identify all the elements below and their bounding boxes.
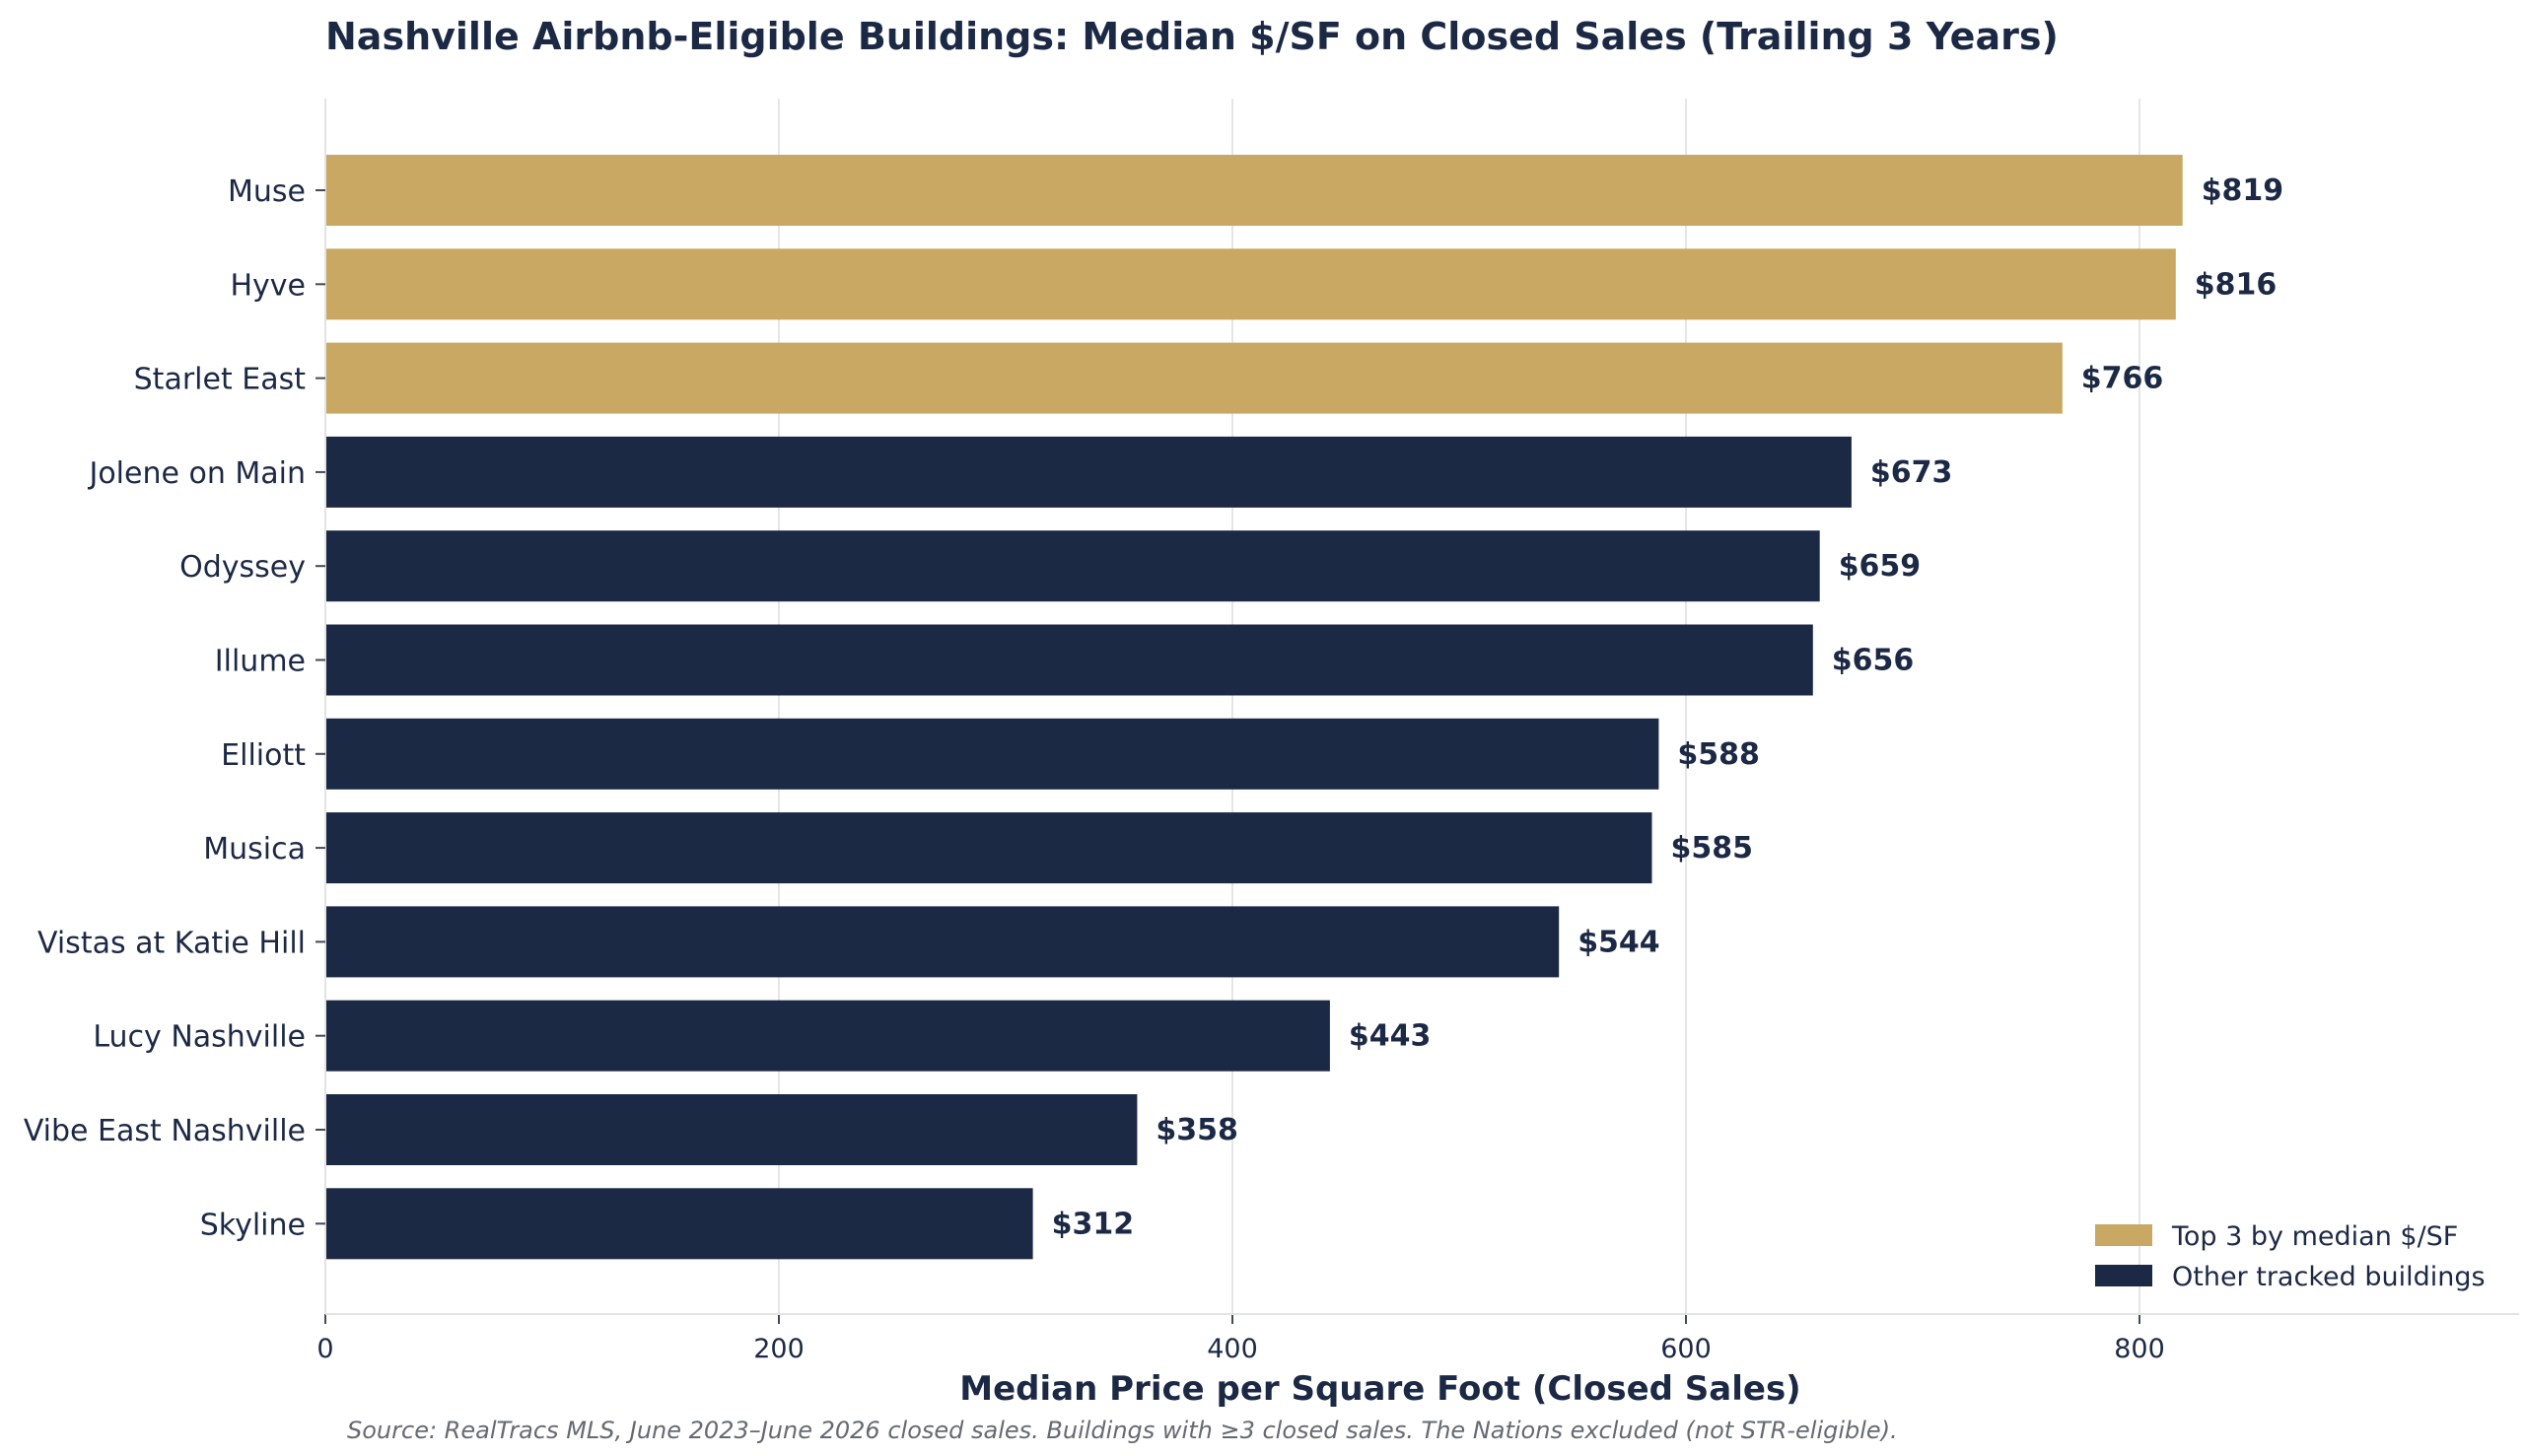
data-label: $816: [2195, 267, 2278, 302]
data-label: $656: [1832, 644, 1915, 678]
data-label: $588: [1677, 737, 1760, 772]
data-label: $312: [1052, 1207, 1135, 1241]
y-tick-label: Jolene on Main: [87, 456, 306, 491]
y-tick-label: Hyve: [230, 268, 306, 303]
bar: [325, 1188, 1033, 1260]
bar: [325, 624, 1813, 696]
legend-label: Top 3 by median $/SF: [2171, 1221, 2458, 1252]
y-tick-label: Illume: [215, 645, 306, 679]
y-tick-label: Skyline: [200, 1208, 306, 1242]
bar: [325, 906, 1560, 978]
y-tick-label: Vibe East Nashville: [24, 1114, 306, 1148]
bar: [325, 248, 2176, 320]
data-label: $673: [1870, 455, 1953, 490]
data-label: $585: [1671, 831, 1754, 866]
bar: [325, 718, 1659, 790]
legend-label: Other tracked buildings: [2172, 1262, 2486, 1292]
legend-swatch: [2095, 1224, 2152, 1246]
x-tick-label: 400: [1207, 1334, 1258, 1364]
y-tick-label: Vistas at Katie Hill: [37, 926, 306, 960]
bar: [325, 436, 1852, 508]
legend-swatch: [2095, 1265, 2152, 1286]
y-tick-label: Lucy Nashville: [93, 1020, 306, 1055]
bars: $819 $816 $766 $673 $659 $656 $588 $585 $544 $443…: [325, 155, 2284, 1260]
source-note: Source: RealTracs MLS, June 2023–June 20…: [347, 1417, 1898, 1444]
bar: [325, 155, 2183, 226]
data-label: $766: [2081, 362, 2164, 396]
x-tick-label: 0: [316, 1334, 333, 1364]
bar: [325, 342, 2063, 414]
data-label: $819: [2202, 173, 2284, 208]
y-tick-label: Starlet East: [134, 363, 307, 397]
y-tick-label: Muse: [228, 174, 306, 209]
legend: Top 3 by median $/SF Other tracked buildi…: [2095, 1221, 2486, 1292]
axes: 0 200 400 600 800 Muse Hyve Starlet East Jolene …: [24, 99, 2519, 1364]
y-tick-label: Musica: [203, 832, 306, 867]
x-axis-title: Median Price per Square Foot (Closed Sal…: [959, 1369, 1800, 1409]
y-tick-label: Elliott: [221, 738, 306, 773]
data-label: $358: [1156, 1113, 1238, 1147]
data-label: $544: [1578, 925, 1660, 959]
x-tick-label: 600: [1660, 1334, 1712, 1364]
bar: [325, 1094, 1138, 1165]
x-tick-label: 200: [753, 1334, 805, 1364]
bar: [325, 812, 1652, 884]
data-label: $443: [1349, 1019, 1432, 1054]
y-tick-label: Odyssey: [179, 550, 306, 585]
bar: [325, 530, 1820, 602]
bar: [325, 1000, 1330, 1072]
chart-title: Nashville Airbnb-Eligible Buildings: Med…: [325, 15, 2059, 58]
data-label: $659: [1839, 549, 1922, 584]
x-tick-label: 800: [2114, 1334, 2165, 1364]
